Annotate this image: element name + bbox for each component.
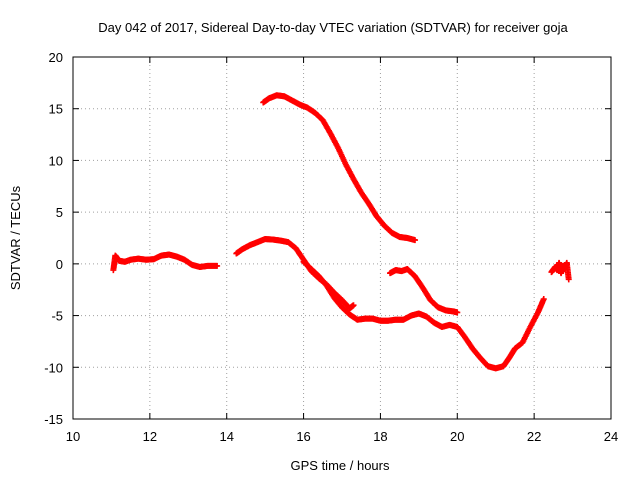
series-arc-5 xyxy=(387,266,461,316)
y-tick-label: -5 xyxy=(51,309,63,324)
x-tick-label: 16 xyxy=(296,429,310,444)
y-tick-label: 5 xyxy=(56,205,63,220)
y-tick-label: 10 xyxy=(49,153,63,168)
x-axis-label: GPS time / hours xyxy=(291,458,390,473)
y-tick-label: 0 xyxy=(56,257,63,272)
data-point xyxy=(350,302,357,309)
data-point xyxy=(565,276,572,283)
axes xyxy=(72,56,612,420)
x-tick-label: 24 xyxy=(604,429,618,444)
x-tick-label: 22 xyxy=(527,429,541,444)
data-point xyxy=(454,309,461,316)
data-point xyxy=(412,237,419,244)
data-layer xyxy=(110,92,572,372)
chart-title: Day 042 of 2017, Sidereal Day-to-day VTE… xyxy=(98,20,568,35)
series-arc-2 xyxy=(233,236,357,312)
x-tick-label: 20 xyxy=(450,429,464,444)
y-tick-label: 20 xyxy=(49,50,63,65)
series-arc-1 xyxy=(110,251,221,274)
series-arc-4 xyxy=(300,258,547,372)
y-tick-label: 15 xyxy=(49,102,63,117)
x-tick-label: 12 xyxy=(143,429,157,444)
y-tick-label: -10 xyxy=(44,360,63,375)
x-tick-label: 10 xyxy=(66,429,80,444)
plot-frame xyxy=(72,56,612,420)
x-tick-label: 14 xyxy=(219,429,233,444)
tick-labels: 10 12 14 16 18 20 22 24 -15 -10 -5 0 5 10 15 20 xyxy=(44,50,618,444)
y-axis-label: SDTVAR / TECUs xyxy=(8,185,23,290)
series-arc-3 xyxy=(260,92,419,244)
x-tick-label: 18 xyxy=(373,429,387,444)
series-arc-6 xyxy=(548,259,572,283)
data-point xyxy=(540,296,547,303)
data-point xyxy=(214,262,221,269)
y-tick-label: -15 xyxy=(44,412,63,427)
grid xyxy=(73,57,611,419)
